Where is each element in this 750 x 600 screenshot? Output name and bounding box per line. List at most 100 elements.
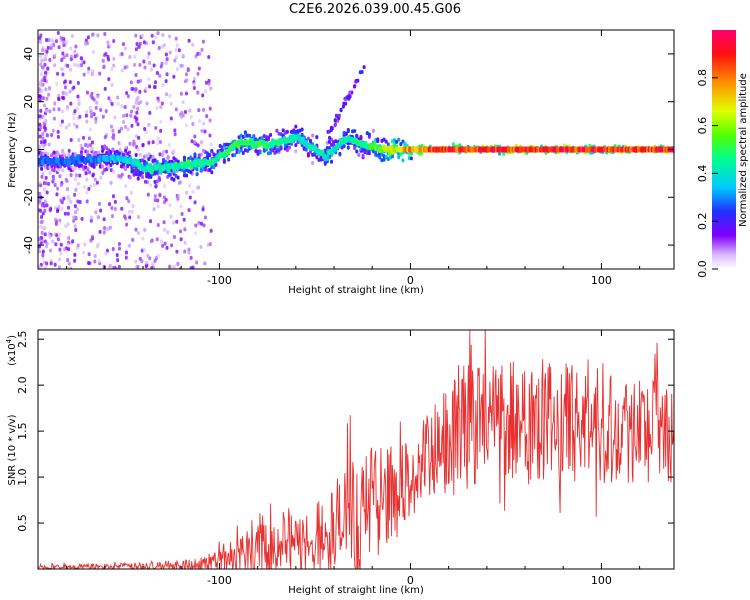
spectrogram-cell	[52, 168, 56, 173]
spectrogram-speckle	[158, 139, 162, 144]
spectrogram-speckle	[47, 181, 51, 186]
spectrogram-speckle	[174, 107, 178, 112]
spectrogram-speckle	[82, 250, 86, 255]
spectrogram-cell	[353, 146, 357, 151]
spectrogram-speckle	[187, 38, 191, 43]
spectrogram-speckle	[163, 43, 167, 48]
spectrogram-speckle	[66, 63, 70, 68]
spectrogram-ridge-cell	[74, 159, 79, 166]
spectrogram-speckle	[130, 209, 134, 214]
snr-ytick-label: 2.0	[16, 376, 29, 394]
spectrogram-speckle	[84, 41, 88, 46]
spectrogram-speckle	[91, 32, 95, 37]
spectrogram-speckle	[128, 209, 132, 214]
spectrogram-speckle	[64, 39, 68, 44]
figure-title: C2E6.2026.039.00.45.G06	[288, 2, 462, 17]
spectrogram-speckle	[82, 60, 86, 65]
spectrogram-speckle	[53, 183, 57, 188]
spectrogram-speckle	[98, 71, 102, 76]
spectrogram-speckle	[183, 240, 187, 245]
spectrogram-speckle	[164, 92, 168, 97]
spectrogram-speckle	[130, 109, 134, 114]
spectrogram-speckle	[184, 123, 188, 128]
spectrogram-cell	[367, 132, 371, 137]
spectrogram-cell	[214, 162, 218, 167]
spectrogram-speckle	[143, 127, 147, 132]
spectrogram-speckle	[159, 119, 163, 124]
spectrogram-speckle	[183, 110, 187, 115]
spectrogram-speckle	[185, 190, 189, 195]
spectrogram-speckle	[74, 187, 78, 192]
spectrogram-speckle	[151, 261, 155, 266]
spectrogram-speckle	[55, 233, 59, 238]
spectrogram-speckle	[45, 190, 49, 195]
spectrogram-cell	[201, 148, 205, 153]
spectrogram-speckle	[193, 200, 197, 205]
spectrogram-speckle	[41, 253, 45, 258]
spectrogram-speckle	[38, 134, 42, 139]
spectrogram-speckle	[154, 183, 158, 188]
spectrogram-speckle	[200, 140, 204, 145]
snr-xtick-label: 0	[407, 574, 414, 587]
spectrogram-cell	[294, 124, 298, 129]
spectrogram-speckle	[96, 242, 100, 247]
spectrogram-speckle	[87, 66, 91, 71]
spectrogram-speckle	[63, 80, 67, 85]
spectrogram-cell	[101, 164, 105, 169]
spectrogram-speckle	[42, 103, 46, 108]
spectrogram-speckle	[163, 241, 167, 246]
spectrogram-speckle	[56, 186, 60, 191]
spectrogram-speckle	[45, 203, 49, 208]
spectrogram-cell	[161, 149, 165, 154]
spectrogram-speckle	[116, 95, 120, 100]
spectrogram-speckle	[75, 106, 79, 111]
spectrogram-streak	[354, 79, 358, 84]
spectrogram-cell	[52, 150, 56, 155]
spectrogram-speckle	[39, 89, 43, 94]
spectrogram-speckle	[127, 243, 131, 248]
spectrogram-speckle	[38, 237, 42, 242]
spectrogram-speckle	[110, 82, 114, 87]
snr-ylabel: SNR (10 * v/v)	[7, 414, 18, 485]
spectrogram-speckle	[172, 149, 176, 154]
spectrogram-speckle	[108, 202, 112, 207]
spectrogram-cell	[300, 133, 304, 138]
svg-text:(x104): (x104)	[5, 335, 18, 366]
spectrogram-speckle	[102, 230, 106, 235]
spectrogram-speckle	[177, 48, 181, 53]
spectrogram-speckle	[116, 101, 120, 106]
spectrogram-speckle	[85, 109, 89, 114]
spectrogram-speckle	[191, 265, 195, 269]
spectrogram-xtick-label: -100	[207, 274, 232, 287]
spectrogram-cell	[344, 131, 348, 136]
spectrogram-speckle	[170, 265, 174, 269]
spectrogram-speckle	[43, 265, 47, 269]
spectrogram-speckle	[160, 101, 164, 106]
spectrogram-speckle	[125, 222, 129, 227]
spectrogram-speckle	[138, 62, 142, 67]
spectrogram-speckle	[41, 201, 45, 206]
spectrogram-cell	[134, 152, 138, 157]
spectrogram-speckle	[56, 30, 60, 35]
spectrogram-speckle	[138, 256, 142, 261]
spectrogram-cell	[306, 136, 310, 141]
spectrogram-speckle	[135, 42, 139, 47]
spectrogram-speckle	[191, 122, 195, 127]
spectrogram-speckle	[95, 180, 99, 185]
spectrogram-speckle	[168, 34, 172, 39]
spectrogram-speckle	[154, 125, 158, 130]
spectrogram-speckle	[203, 261, 207, 266]
spectrogram-speckle	[47, 86, 51, 91]
spectrogram-cell	[208, 167, 212, 172]
spectrogram-speckle	[49, 261, 53, 266]
spectrogram-speckle	[156, 204, 160, 209]
spectrogram-cell	[386, 142, 390, 147]
spectrogram-cell	[245, 148, 249, 153]
spectrogram-speckle	[158, 73, 162, 78]
spectrogram-speckle	[110, 214, 114, 219]
spectrogram-cell	[73, 152, 77, 157]
spectrogram-cell	[195, 167, 199, 172]
spectrogram-speckle	[194, 223, 198, 228]
spectrogram-speckle	[123, 65, 127, 70]
spectrogram-speckle	[125, 91, 129, 96]
